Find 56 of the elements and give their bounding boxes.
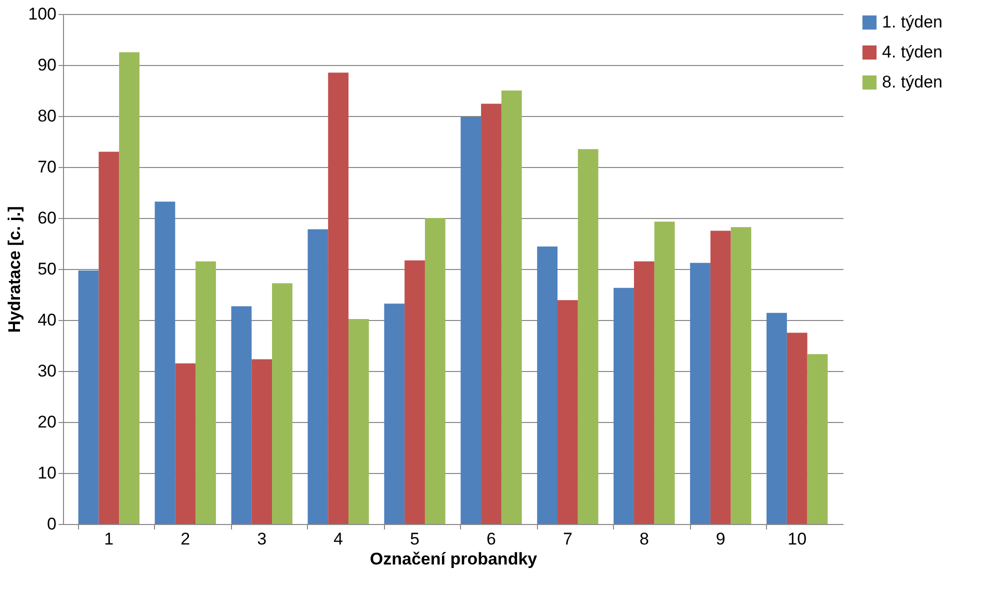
bar — [634, 261, 654, 524]
y-tick-label: 50 — [38, 260, 56, 278]
bar — [348, 318, 369, 524]
x-tick-label: 7 — [562, 530, 572, 548]
bar — [460, 117, 482, 524]
y-tick-label: 100 — [28, 4, 56, 24]
bar — [196, 261, 216, 524]
bar — [786, 332, 808, 524]
bar — [175, 363, 196, 524]
bar — [710, 230, 731, 524]
legend-label: 8. týden — [882, 72, 942, 92]
bar — [807, 354, 828, 524]
x-tick-label: 8 — [639, 530, 649, 548]
bar — [384, 304, 405, 524]
bar — [558, 300, 578, 524]
x-tick-label: 3 — [257, 530, 267, 548]
bar — [481, 104, 502, 524]
y-tick-label: 10 — [38, 464, 56, 482]
bar — [537, 246, 558, 524]
bar — [78, 270, 99, 524]
x-tick-label: 2 — [180, 530, 190, 548]
bar — [404, 260, 425, 524]
bar — [119, 52, 140, 524]
bar — [578, 149, 598, 524]
bar — [654, 222, 675, 524]
y-tick-label: 80 — [38, 106, 56, 126]
y-tick-label: 20 — [38, 412, 56, 432]
y-axis-title: Hydratace [c. j.] — [5, 206, 24, 333]
legend-label: 4. týden — [882, 42, 942, 62]
x-tick-label: 6 — [486, 530, 496, 548]
x-tick-label: 5 — [410, 530, 420, 548]
bar — [328, 72, 348, 524]
bar — [501, 90, 522, 524]
y-tick-label: 0 — [47, 514, 56, 534]
x-axis-title: Označení probandky — [370, 550, 538, 568]
y-tick-label: 40 — [38, 310, 56, 330]
y-tick-label: 70 — [38, 158, 56, 176]
y-tick-label: 60 — [38, 208, 56, 228]
bar — [98, 152, 120, 524]
x-tick-label: 10 — [788, 530, 807, 548]
bar — [154, 202, 176, 524]
x-tick-label: 9 — [716, 530, 726, 548]
y-tick-label: 90 — [38, 56, 56, 74]
bar — [272, 283, 292, 524]
legend-label: 1. týden — [882, 12, 942, 32]
x-tick-label: 4 — [334, 530, 344, 548]
bar — [231, 306, 252, 524]
x-tick-label: 1 — [104, 530, 114, 548]
bar — [424, 218, 446, 524]
bar — [730, 227, 752, 524]
bar — [252, 359, 272, 524]
bar — [766, 312, 787, 524]
bar — [308, 229, 328, 524]
y-tick-label: 30 — [38, 362, 56, 380]
bar — [614, 288, 634, 524]
bar — [690, 262, 710, 524]
